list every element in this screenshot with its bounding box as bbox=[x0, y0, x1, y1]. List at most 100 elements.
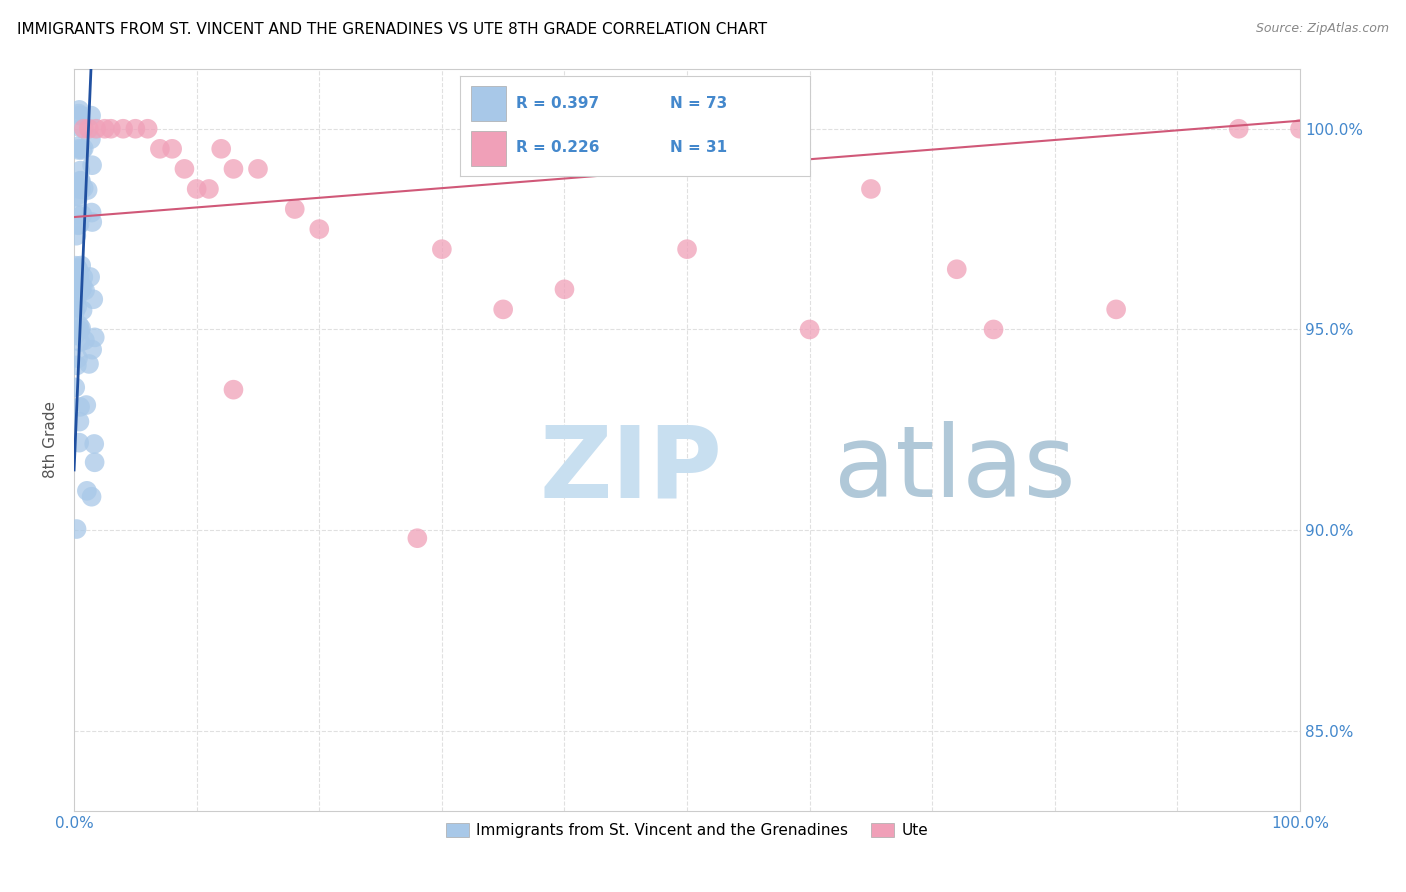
Point bbox=[246, 161, 269, 176]
Point bbox=[75, 398, 97, 412]
Point bbox=[80, 109, 103, 123]
Point bbox=[67, 143, 90, 157]
Point bbox=[69, 163, 91, 178]
Point bbox=[83, 437, 105, 451]
Point bbox=[67, 415, 90, 429]
Point bbox=[100, 121, 122, 136]
Point bbox=[676, 242, 699, 256]
Point bbox=[67, 318, 90, 332]
Point bbox=[65, 304, 87, 318]
Point bbox=[67, 269, 90, 284]
Point bbox=[67, 278, 90, 293]
Point bbox=[70, 321, 93, 335]
Point bbox=[67, 103, 90, 117]
Point bbox=[406, 531, 429, 545]
Point bbox=[67, 435, 90, 450]
Point bbox=[75, 283, 97, 297]
Point bbox=[859, 182, 882, 196]
Point bbox=[70, 121, 93, 136]
Point bbox=[65, 178, 87, 193]
Point bbox=[66, 290, 89, 304]
Point bbox=[63, 328, 86, 343]
Point bbox=[65, 522, 87, 536]
Point bbox=[284, 202, 307, 216]
Point bbox=[66, 188, 89, 202]
Point bbox=[67, 262, 90, 277]
Point bbox=[945, 262, 967, 277]
Text: IMMIGRANTS FROM ST. VINCENT AND THE GRENADINES VS UTE 8TH GRADE CORRELATION CHAR: IMMIGRANTS FROM ST. VINCENT AND THE GREN… bbox=[17, 22, 768, 37]
Legend: Immigrants from St. Vincent and the Grenadines, Ute: Immigrants from St. Vincent and the Gren… bbox=[440, 817, 935, 845]
Point bbox=[1227, 121, 1250, 136]
Point bbox=[77, 357, 100, 371]
Point bbox=[82, 293, 104, 307]
Point bbox=[222, 161, 245, 176]
Point bbox=[72, 303, 94, 318]
Point bbox=[173, 161, 195, 176]
Point bbox=[72, 208, 94, 222]
Point bbox=[69, 400, 91, 414]
Point bbox=[83, 455, 105, 469]
Point bbox=[124, 121, 146, 136]
Point bbox=[70, 283, 93, 297]
Point bbox=[79, 270, 101, 285]
Point bbox=[93, 121, 115, 136]
Point bbox=[66, 218, 89, 232]
Point bbox=[198, 182, 221, 196]
Point bbox=[66, 351, 89, 366]
Y-axis label: 8th Grade: 8th Grade bbox=[44, 401, 58, 478]
Point bbox=[69, 323, 91, 337]
Point bbox=[80, 132, 103, 146]
Point bbox=[69, 217, 91, 231]
Point bbox=[83, 330, 105, 344]
Text: Source: ZipAtlas.com: Source: ZipAtlas.com bbox=[1256, 22, 1389, 36]
Point bbox=[72, 270, 94, 285]
Point bbox=[66, 300, 89, 314]
Point bbox=[67, 190, 90, 204]
Point bbox=[65, 380, 87, 394]
Point bbox=[70, 143, 93, 157]
Point bbox=[72, 280, 94, 294]
Point bbox=[222, 383, 245, 397]
Point bbox=[799, 322, 821, 336]
Point bbox=[66, 359, 89, 373]
Point bbox=[160, 142, 183, 156]
Point bbox=[66, 261, 89, 276]
Point bbox=[492, 302, 515, 317]
Point bbox=[69, 174, 91, 188]
Point bbox=[112, 121, 135, 136]
Point bbox=[82, 158, 104, 172]
Point bbox=[67, 182, 90, 196]
Point bbox=[69, 109, 91, 123]
Point bbox=[149, 142, 172, 156]
Point bbox=[67, 106, 90, 120]
Point bbox=[80, 205, 103, 219]
Point bbox=[82, 343, 104, 357]
Point bbox=[73, 142, 96, 156]
Text: ZIP: ZIP bbox=[540, 421, 723, 518]
Point bbox=[1289, 121, 1312, 136]
Point bbox=[84, 121, 107, 136]
Point bbox=[67, 279, 90, 293]
Point bbox=[308, 222, 330, 236]
Point bbox=[983, 322, 1005, 336]
Point bbox=[63, 269, 86, 284]
Point bbox=[67, 323, 90, 337]
Point bbox=[136, 121, 159, 136]
Point bbox=[553, 282, 575, 296]
Point bbox=[67, 219, 90, 233]
Point bbox=[66, 139, 89, 153]
Text: atlas: atlas bbox=[834, 421, 1076, 518]
Point bbox=[82, 215, 104, 229]
Point bbox=[66, 285, 89, 300]
Point bbox=[1105, 302, 1128, 317]
Point bbox=[65, 259, 87, 273]
Point bbox=[80, 490, 103, 504]
Point bbox=[69, 334, 91, 349]
Point bbox=[73, 181, 96, 195]
Point bbox=[65, 207, 87, 221]
Point bbox=[70, 259, 93, 273]
Point bbox=[76, 183, 98, 197]
Point bbox=[73, 333, 96, 347]
Point bbox=[70, 174, 93, 188]
Point bbox=[73, 121, 96, 136]
